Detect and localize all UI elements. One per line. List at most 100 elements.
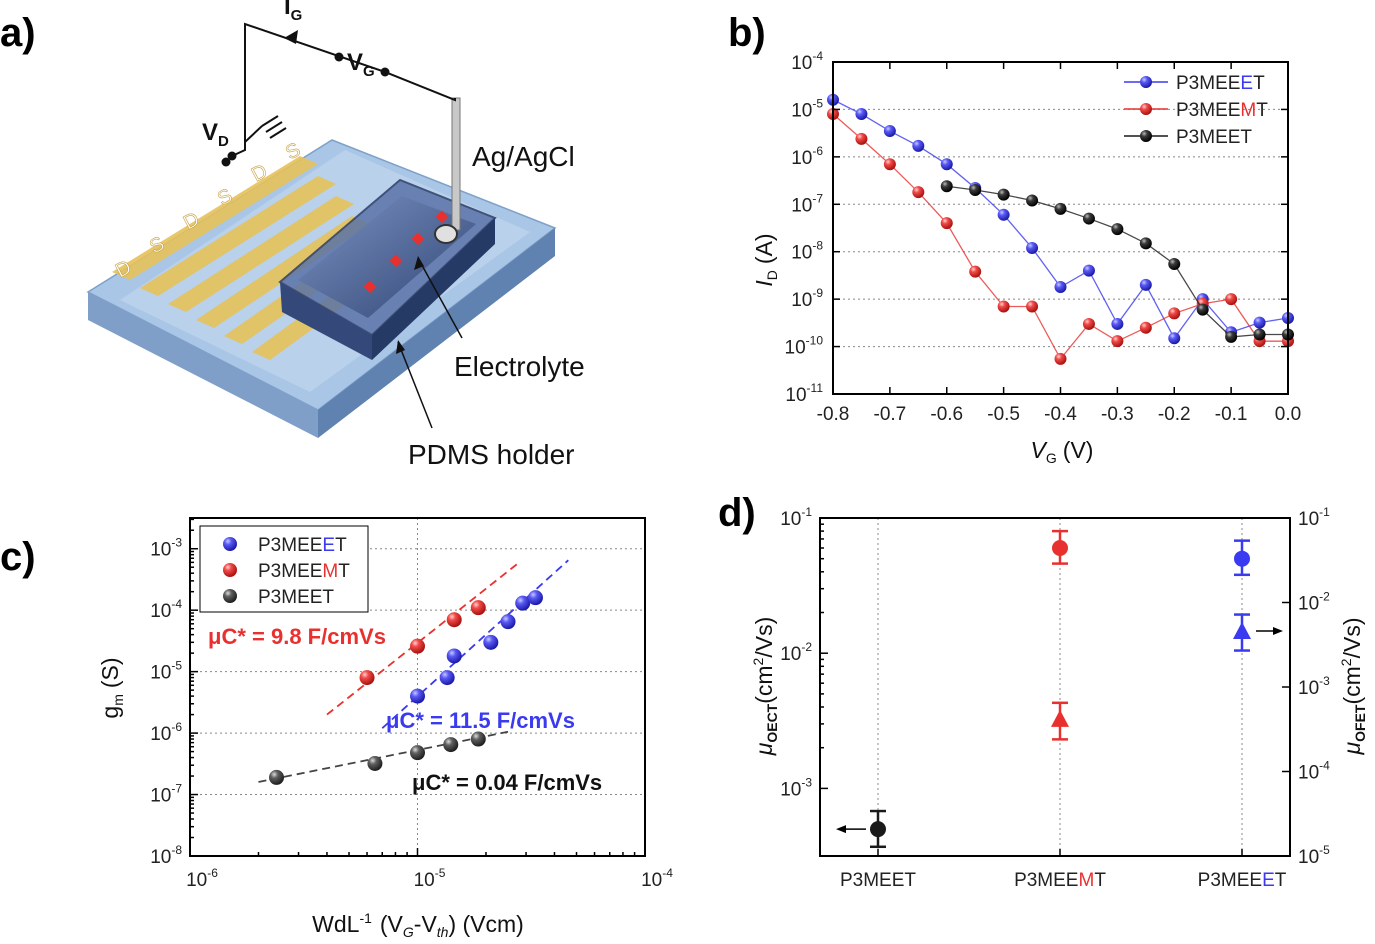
b-data-point: [883, 158, 896, 171]
panel-c-chart: c) 10-6 10-5 10-410-310-410-510-610-710-8 …: [0, 517, 673, 940]
b-data-point: [855, 108, 868, 121]
d-left-tick-label: 10-1: [780, 505, 812, 530]
panel-b-chart: b) -0.8 -0.7 -0.6 -0.5 -0.4 -0.3 -0.2 -0.1 0.0 10…: [728, 11, 1301, 466]
substrate-side: [318, 228, 555, 438]
c-annotation: μC* = 9.8 F/cmVs: [208, 624, 386, 649]
b-y-tick-label: 10-9: [791, 286, 823, 311]
b-data-point: [1082, 212, 1095, 225]
c-data-point: [367, 756, 383, 772]
vd-terminal-dot: [227, 151, 237, 161]
d-right-tick-label: 10-3: [1298, 674, 1330, 699]
b-data-point: [1054, 202, 1067, 215]
c-data-point: [410, 688, 425, 704]
b-x-tick-label: -0.1: [1215, 404, 1248, 425]
b-data-point: [1196, 303, 1209, 316]
d-oect-point: [1234, 550, 1250, 567]
b-data-point: [1253, 316, 1266, 329]
c-data-point: [268, 769, 284, 785]
ag-agcl-tip: [434, 224, 458, 244]
b-y-tick-label: 10-8: [791, 239, 823, 264]
b-y-tick-label: 10-11: [785, 381, 823, 406]
b-data-point: [1168, 258, 1181, 271]
d-category-label: P3MEEET: [1198, 870, 1287, 891]
b-data-point: [940, 180, 953, 193]
c-legend-marker: [223, 537, 237, 551]
b-x-tick-label: -0.6: [930, 404, 963, 425]
c-x-tick-label: 10-4: [641, 866, 673, 891]
d-right-tick-label: 10-2: [1298, 590, 1330, 615]
c-y-tick-label: 10-4: [150, 597, 182, 622]
pdms-holder-label: PDMS holder: [408, 439, 575, 470]
d-right-tick-label: 10-5: [1298, 843, 1330, 868]
d-left-tick-label: 10-3: [780, 775, 812, 800]
d-ylabel-right: μOFET(cm2/Vs): [1338, 618, 1368, 756]
d-category-label: P3MEET: [840, 870, 916, 891]
pdms-holder-side: [372, 218, 495, 360]
b-legend-marker: [1140, 103, 1152, 115]
pdms-leader: [397, 341, 433, 429]
b-data-point: [912, 186, 925, 199]
vd-terminal-dot: [221, 157, 231, 167]
d-ylabel-left: μOECT(cm2/Vs): [750, 617, 780, 757]
c-ylabel: gm(S): [97, 657, 126, 718]
b-data-point: [969, 184, 982, 197]
c-fit-line: [326, 561, 520, 716]
c-data-point: [483, 634, 499, 650]
b-y-tick-label: 10-10: [785, 334, 824, 359]
b-y-tick-label: 10-6: [791, 144, 823, 169]
b-legend-marker: [1140, 76, 1152, 88]
d-right-axis-arrowhead: [1273, 626, 1283, 635]
vg-terminal-dot: [380, 67, 390, 77]
d-ofet-point: [1051, 709, 1069, 727]
d-ofet-point: [1233, 621, 1251, 639]
b-data-point: [1225, 293, 1238, 306]
c-data-point: [470, 600, 486, 616]
d-category-label: P3MEEMT: [1014, 870, 1106, 891]
b-data-point: [1139, 237, 1152, 250]
vg-terminal-dot: [334, 52, 344, 62]
b-data-point: [1054, 352, 1067, 365]
c-legend-marker: [223, 589, 237, 603]
c-xlabel: WdL-1 (VG-Vth) (Vcm): [312, 910, 524, 940]
b-x-tick-label: -0.4: [1044, 404, 1077, 425]
b-data-point: [940, 217, 953, 230]
electrolyte-label: Electrolyte: [454, 351, 585, 382]
c-y-tick-label: 10-8: [150, 843, 182, 868]
b-data-point: [1225, 330, 1238, 343]
c-data-point: [446, 612, 462, 628]
b-series-line: [832, 113, 1288, 361]
vd-label: VD: [202, 119, 229, 150]
d-right-tick-label: 10-1: [1298, 505, 1330, 530]
c-legend-label: P3MEET: [258, 587, 334, 608]
b-y-tick-label: 10-4: [791, 49, 823, 74]
b-data-point: [940, 158, 953, 171]
c-data-point: [410, 638, 425, 654]
d-plot-frame: [819, 517, 1291, 857]
d-oect-point: [870, 821, 886, 838]
c-data-point: [446, 648, 462, 664]
b-data-point: [1139, 278, 1152, 291]
b-data-point: [1139, 321, 1152, 334]
c-x-tick-label: 10-5: [414, 866, 446, 891]
c-data-point: [439, 670, 455, 686]
b-ylabel: ID(A): [751, 233, 780, 286]
b-data-point: [1026, 194, 1039, 207]
b-data-point: [997, 300, 1010, 313]
panel-d-chart: d) 10-1 10-2 10-3 10-1 10-2 10-3 10-4 10-5 P3MEE…: [718, 491, 1368, 891]
electrolyte-well: [298, 196, 476, 318]
b-data-point: [1026, 241, 1039, 254]
vg-label: VG: [347, 49, 375, 80]
c-annotation: μC* = 11.5 F/cmVs: [386, 708, 575, 733]
b-legend-label: P3MEEET: [1176, 73, 1265, 94]
substrate-front: [88, 292, 318, 438]
c-legend-label: P3MEEMT: [258, 561, 350, 582]
b-data-point: [1111, 223, 1124, 236]
ground-wire: [244, 125, 263, 143]
b-legend-label: P3MEET: [1176, 127, 1252, 148]
channel-dots: [363, 210, 449, 294]
c-legend-label: P3MEEET: [258, 535, 347, 556]
b-x-tick-label: 0.0: [1275, 404, 1301, 425]
circuit-wire: [231, 22, 456, 157]
b-data-point: [997, 208, 1010, 221]
